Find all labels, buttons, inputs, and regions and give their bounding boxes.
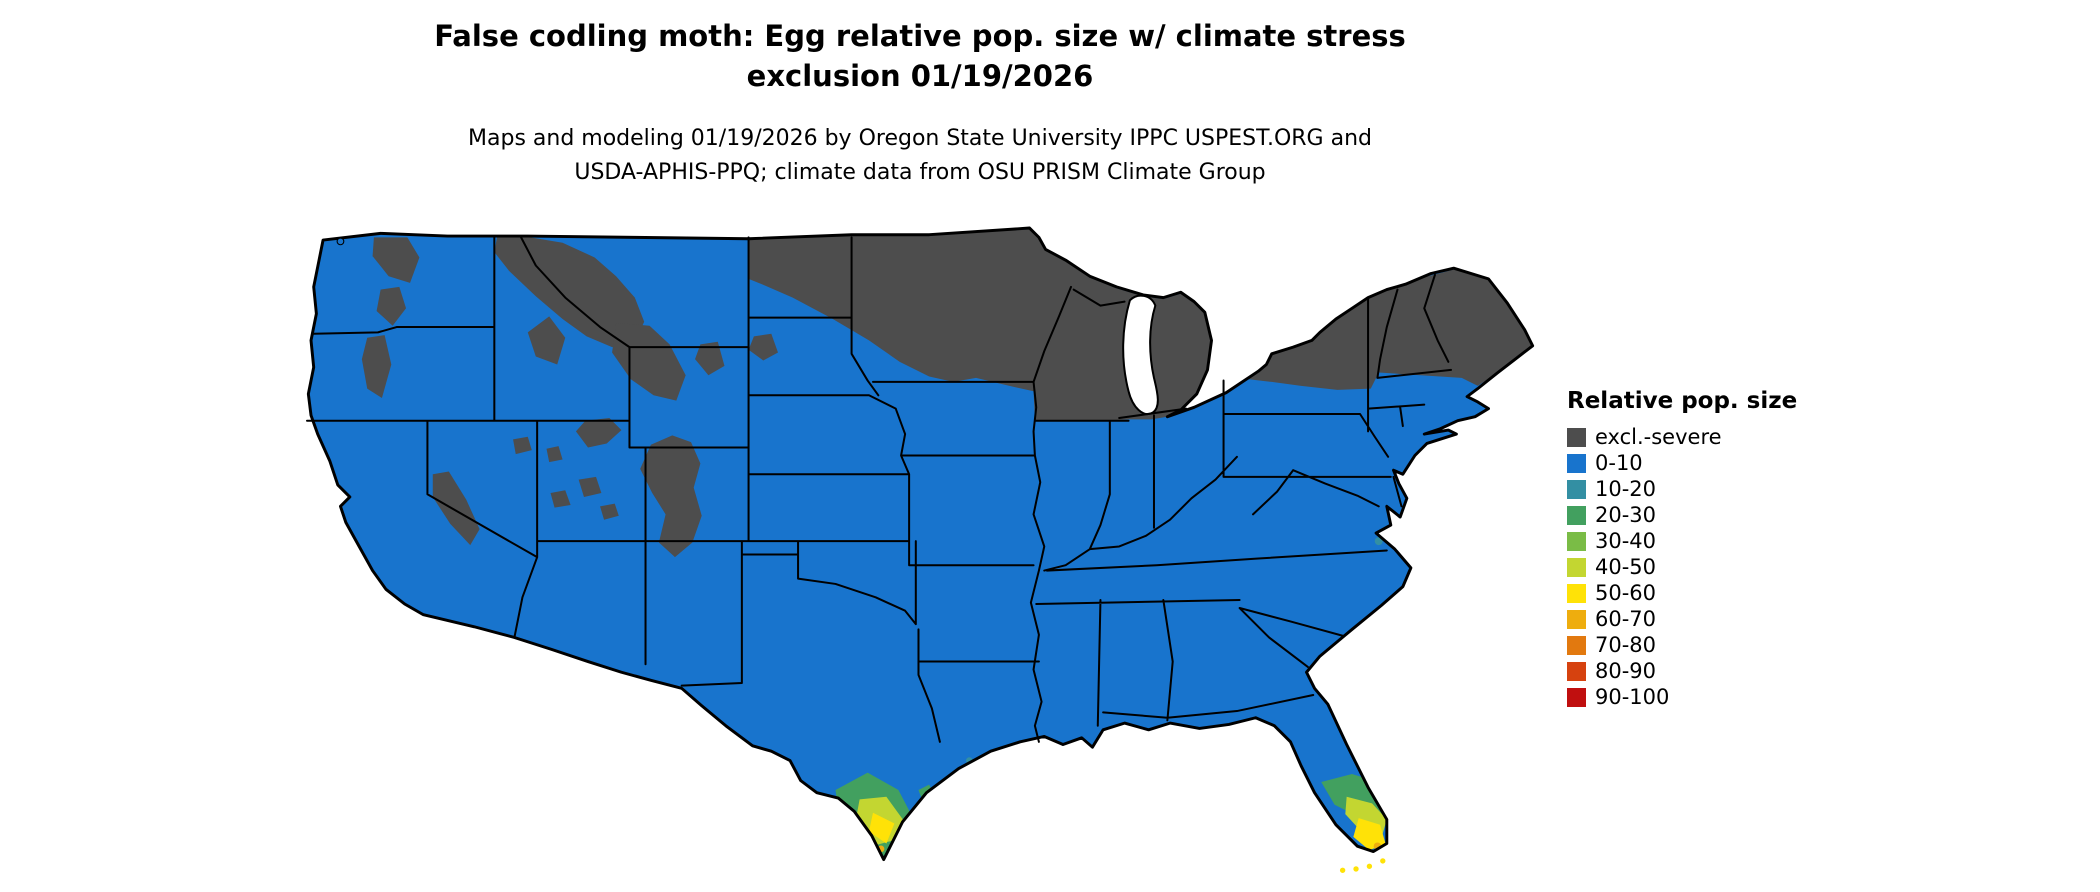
legend-item: excl.-severe [1567,424,1797,450]
excluded-northeast [1236,269,1533,390]
legend-item: 60-70 [1567,606,1797,632]
map-subtitle-line1: Maps and modeling 01/19/2026 by Oregon S… [468,126,1372,151]
excluded-nevada-speck1 [513,436,532,455]
legend-swatch [1567,609,1586,629]
legend-label: 0-10 [1595,450,1643,475]
legend-label: excl.-severe [1595,424,1722,449]
legend-swatch [1567,557,1586,577]
legend-item: 50-60 [1567,580,1797,606]
excluded-utah-speck1 [578,476,602,497]
legend-swatch [1567,505,1586,525]
legend-item: 30-40 [1567,528,1797,554]
legend-item: 20-30 [1567,502,1797,528]
legend-swatch [1567,635,1586,655]
legend-swatch [1567,427,1586,447]
legend-item: 80-90 [1567,658,1797,684]
excluded-yellowstone [612,323,686,401]
speck-chesapeake [1374,537,1383,546]
legend-label: 50-60 [1595,580,1657,605]
excluded-utah-speck2 [550,490,571,508]
map-subtitle-line2: USDA-APHIS-PPQ; climate data from OSU PR… [574,160,1266,185]
excluded-arizona-speck [600,503,619,520]
legend-swatch [1567,453,1586,473]
excluded-black-hills [748,333,778,361]
map-subtitle: Maps and modeling 01/19/2026 by Oregon S… [0,122,1840,190]
legend-swatch [1567,479,1586,499]
legend-item: 0-10 [1567,450,1797,476]
legend-title: Relative pop. size [1567,388,1798,414]
map-title: False codling moth: Egg relative pop. si… [0,16,1840,96]
legend-swatch [1567,531,1586,551]
map-title-line2: exclusion 01/19/2026 [746,59,1094,93]
washington-islands [336,237,345,246]
keys-dot [1380,858,1386,864]
legend: Relative pop. size excl.-severe 0-10 10-… [1567,388,1797,710]
excluded-oregon-cascades [361,335,392,398]
excluded-nevada-speck2 [546,446,563,463]
legend-label: 40-50 [1595,554,1657,579]
state-borders [306,236,1453,743]
keys-dot [1366,863,1373,869]
keys-dot [1353,866,1359,872]
legend-items: excl.-severe 0-10 10-20 20-30 30-40 40-5… [1567,424,1797,710]
map-title-line1: False codling moth: Egg relative pop. si… [434,19,1406,53]
lake-michigan [1122,294,1159,415]
excluded-north-band [748,229,1212,421]
excluded-north-cascades [372,237,420,283]
speck-florida-west [1322,822,1328,828]
excluded-central-idaho [527,316,566,365]
south-texas-core-50-60 [868,812,895,844]
legend-label: 90-100 [1595,684,1670,709]
keys-dot [1339,867,1346,873]
florida-keys [1339,858,1386,873]
legend-item: 40-50 [1567,554,1797,580]
legend-label: 30-40 [1595,528,1657,553]
excluded-sierra-nevada [432,471,480,546]
legend-label: 80-90 [1595,658,1657,683]
legend-item: 10-20 [1567,476,1797,502]
excluded-south-cascades [376,286,407,326]
legend-swatch [1567,583,1586,603]
legend-swatch [1567,661,1586,681]
excluded-uinta-wasatch [575,418,622,448]
legend-item: 90-100 [1567,684,1797,710]
map-overlays [361,229,1533,859]
south-florida-core-50-60 [1353,818,1386,851]
legend-label: 20-30 [1595,502,1657,527]
excluded-colorado-rockies [640,435,702,558]
conus-map-svg [306,226,1535,873]
legend-label: 10-20 [1595,476,1657,501]
speck-florida-bigbend [1289,755,1297,763]
legend-item: 70-80 [1567,632,1797,658]
excluded-idaho-montana [494,237,645,348]
legend-label: 70-80 [1595,632,1657,657]
legend-swatch [1567,687,1586,707]
legend-label: 60-70 [1595,606,1657,631]
excluded-bighorn [695,341,725,376]
conus-map [300,220,1545,885]
